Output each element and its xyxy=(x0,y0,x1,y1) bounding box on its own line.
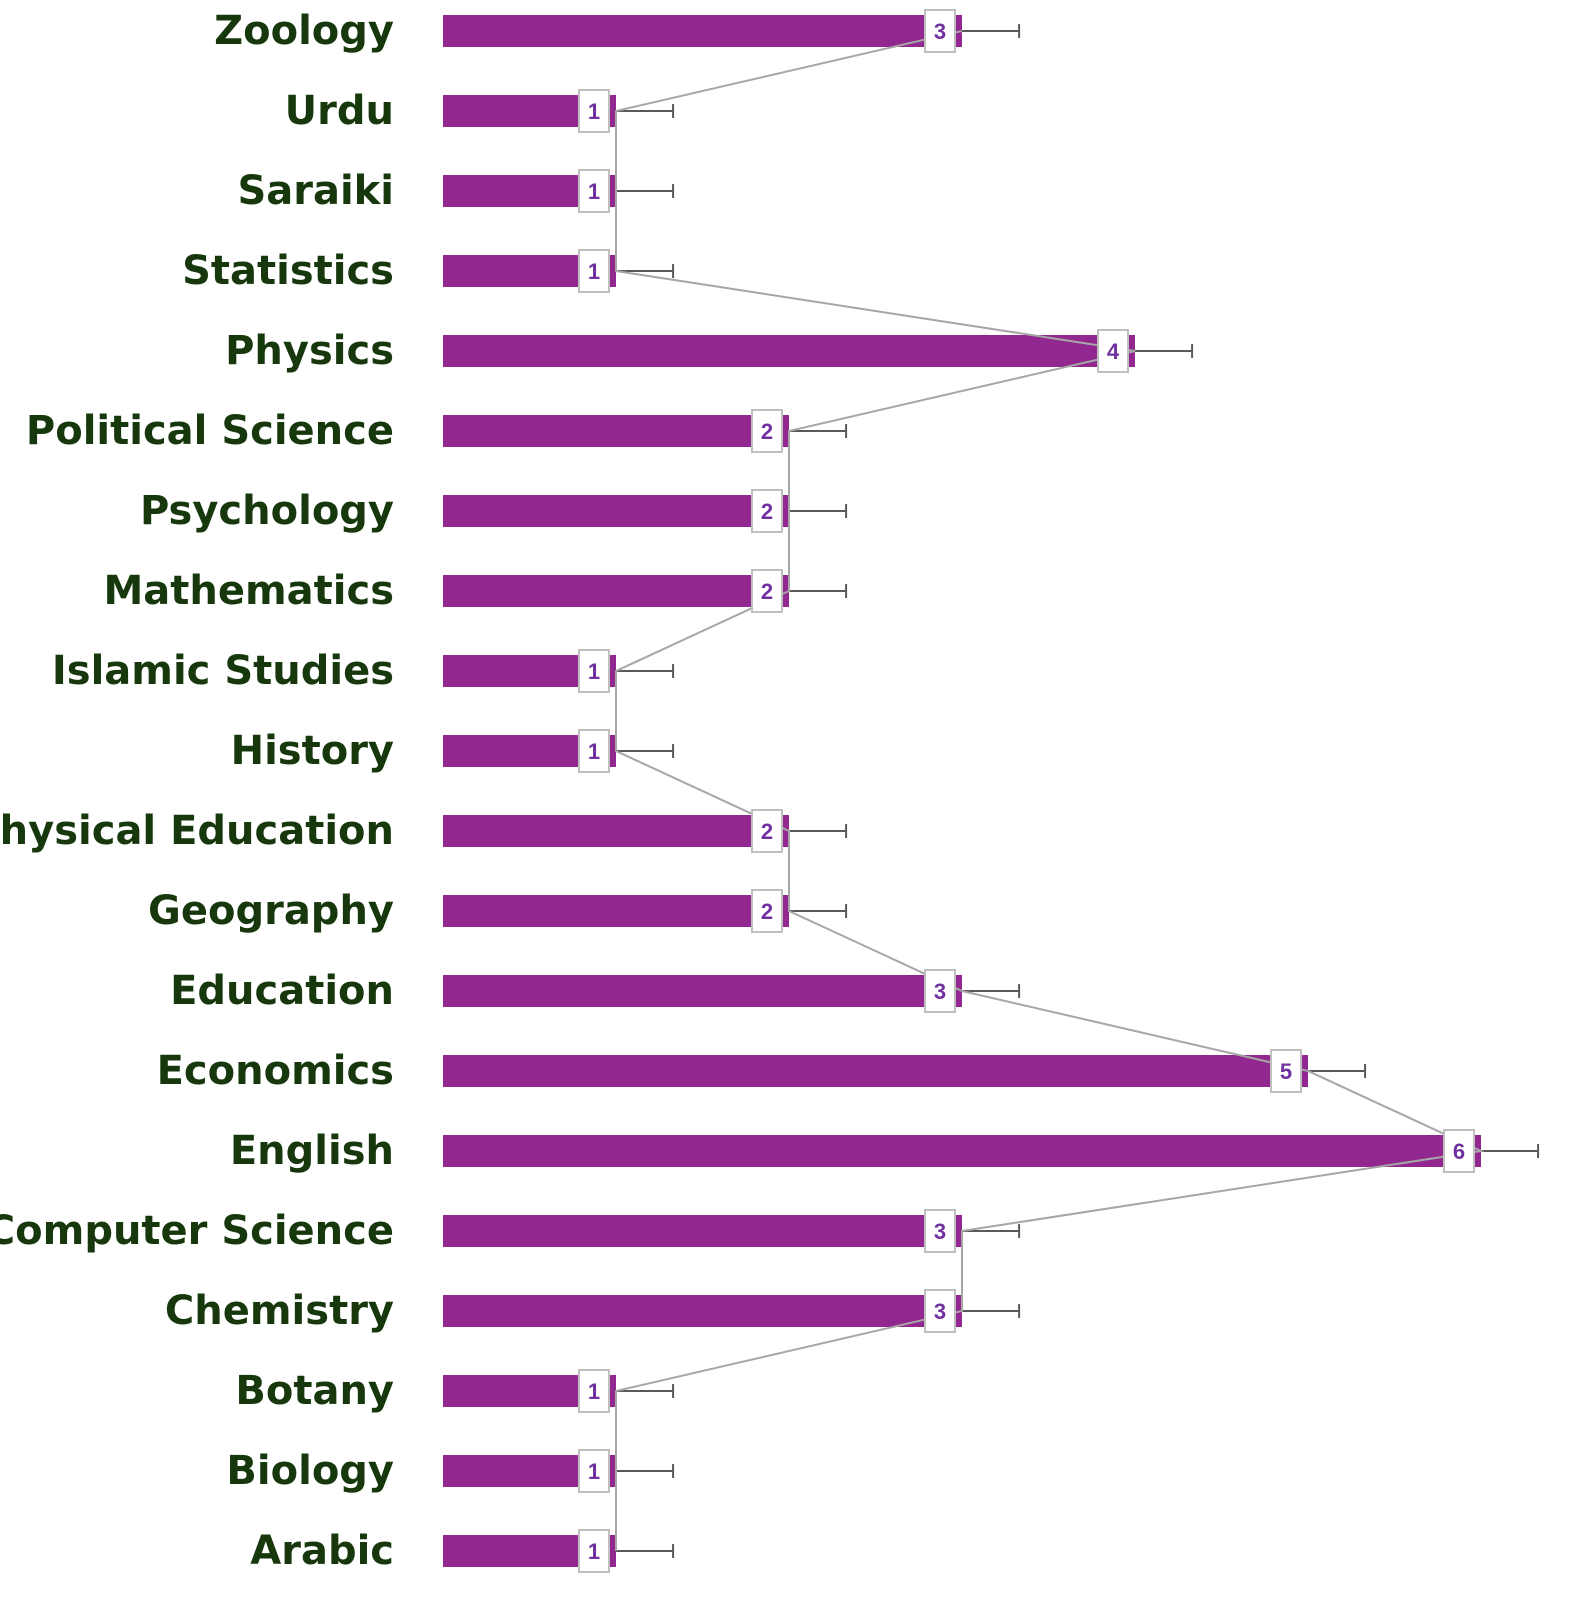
category-label: Physical Education xyxy=(0,808,394,854)
data-label-box xyxy=(751,889,783,933)
data-label-box xyxy=(578,89,610,133)
category-label: Biology xyxy=(226,1448,394,1494)
data-label: 1 xyxy=(588,1459,600,1484)
bar xyxy=(443,495,789,527)
data-label: 2 xyxy=(761,819,773,844)
bar xyxy=(443,575,789,607)
data-label: 3 xyxy=(934,1219,946,1244)
data-label-box xyxy=(578,649,610,693)
category-label: Economics xyxy=(157,1048,394,1094)
category-label: Political Science xyxy=(26,408,394,454)
data-label-box xyxy=(1443,1129,1475,1173)
data-label-box xyxy=(924,1289,956,1333)
bar xyxy=(443,975,962,1007)
category-label: Statistics xyxy=(182,248,394,294)
category-label: Chemistry xyxy=(165,1288,394,1334)
data-label: 1 xyxy=(588,99,600,124)
data-label-box xyxy=(924,9,956,53)
data-label-box xyxy=(578,1529,610,1573)
category-label: Geography xyxy=(148,888,394,934)
data-label: 2 xyxy=(761,579,773,604)
data-label-box xyxy=(578,249,610,293)
data-label: 1 xyxy=(588,1539,600,1564)
category-label: Islamic Studies xyxy=(52,648,394,694)
category-label: Physics xyxy=(225,328,394,374)
data-label-box xyxy=(751,409,783,453)
data-label-box xyxy=(924,1209,956,1253)
data-label: 6 xyxy=(1453,1139,1465,1164)
data-label: 1 xyxy=(588,1379,600,1404)
data-label: 1 xyxy=(588,659,600,684)
category-label: English xyxy=(230,1128,394,1174)
bar xyxy=(443,15,962,47)
category-label: Saraiki xyxy=(237,168,394,214)
data-label: 1 xyxy=(588,179,600,204)
data-label-box xyxy=(1097,329,1129,373)
bar xyxy=(443,895,789,927)
data-label-box xyxy=(751,809,783,853)
data-label-box xyxy=(751,489,783,533)
data-label: 3 xyxy=(934,1299,946,1324)
category-label: Education xyxy=(170,968,394,1014)
category-label: Mathematics xyxy=(103,568,394,614)
category-label: Botany xyxy=(235,1368,394,1414)
data-label-box xyxy=(578,729,610,773)
bar xyxy=(443,1135,1481,1167)
bar xyxy=(443,1295,962,1327)
data-label-box xyxy=(1270,1049,1302,1093)
data-label-box xyxy=(578,1369,610,1413)
data-label: 1 xyxy=(588,739,600,764)
data-label: 5 xyxy=(1280,1059,1292,1084)
bar xyxy=(443,1215,962,1247)
category-label: History xyxy=(231,728,394,774)
category-label: Computer Science xyxy=(0,1208,394,1254)
bar xyxy=(443,335,1135,367)
category-label: Urdu xyxy=(285,88,394,134)
connector-line xyxy=(615,30,1485,1551)
bar xyxy=(443,415,789,447)
data-label-box xyxy=(578,169,610,213)
bar xyxy=(443,815,789,847)
data-label: 2 xyxy=(761,419,773,444)
category-label: Zoology xyxy=(214,8,394,54)
data-label: 2 xyxy=(761,899,773,924)
category-label: Psychology xyxy=(140,488,394,534)
data-label-box xyxy=(578,1449,610,1493)
data-label-box xyxy=(924,969,956,1013)
data-label: 2 xyxy=(761,499,773,524)
data-label: 3 xyxy=(934,19,946,44)
data-label: 3 xyxy=(934,979,946,1004)
category-label: Arabic xyxy=(250,1528,394,1574)
data-label: 1 xyxy=(588,259,600,284)
bar xyxy=(443,1055,1308,1087)
data-label-box xyxy=(751,569,783,613)
data-label: 4 xyxy=(1107,339,1120,364)
